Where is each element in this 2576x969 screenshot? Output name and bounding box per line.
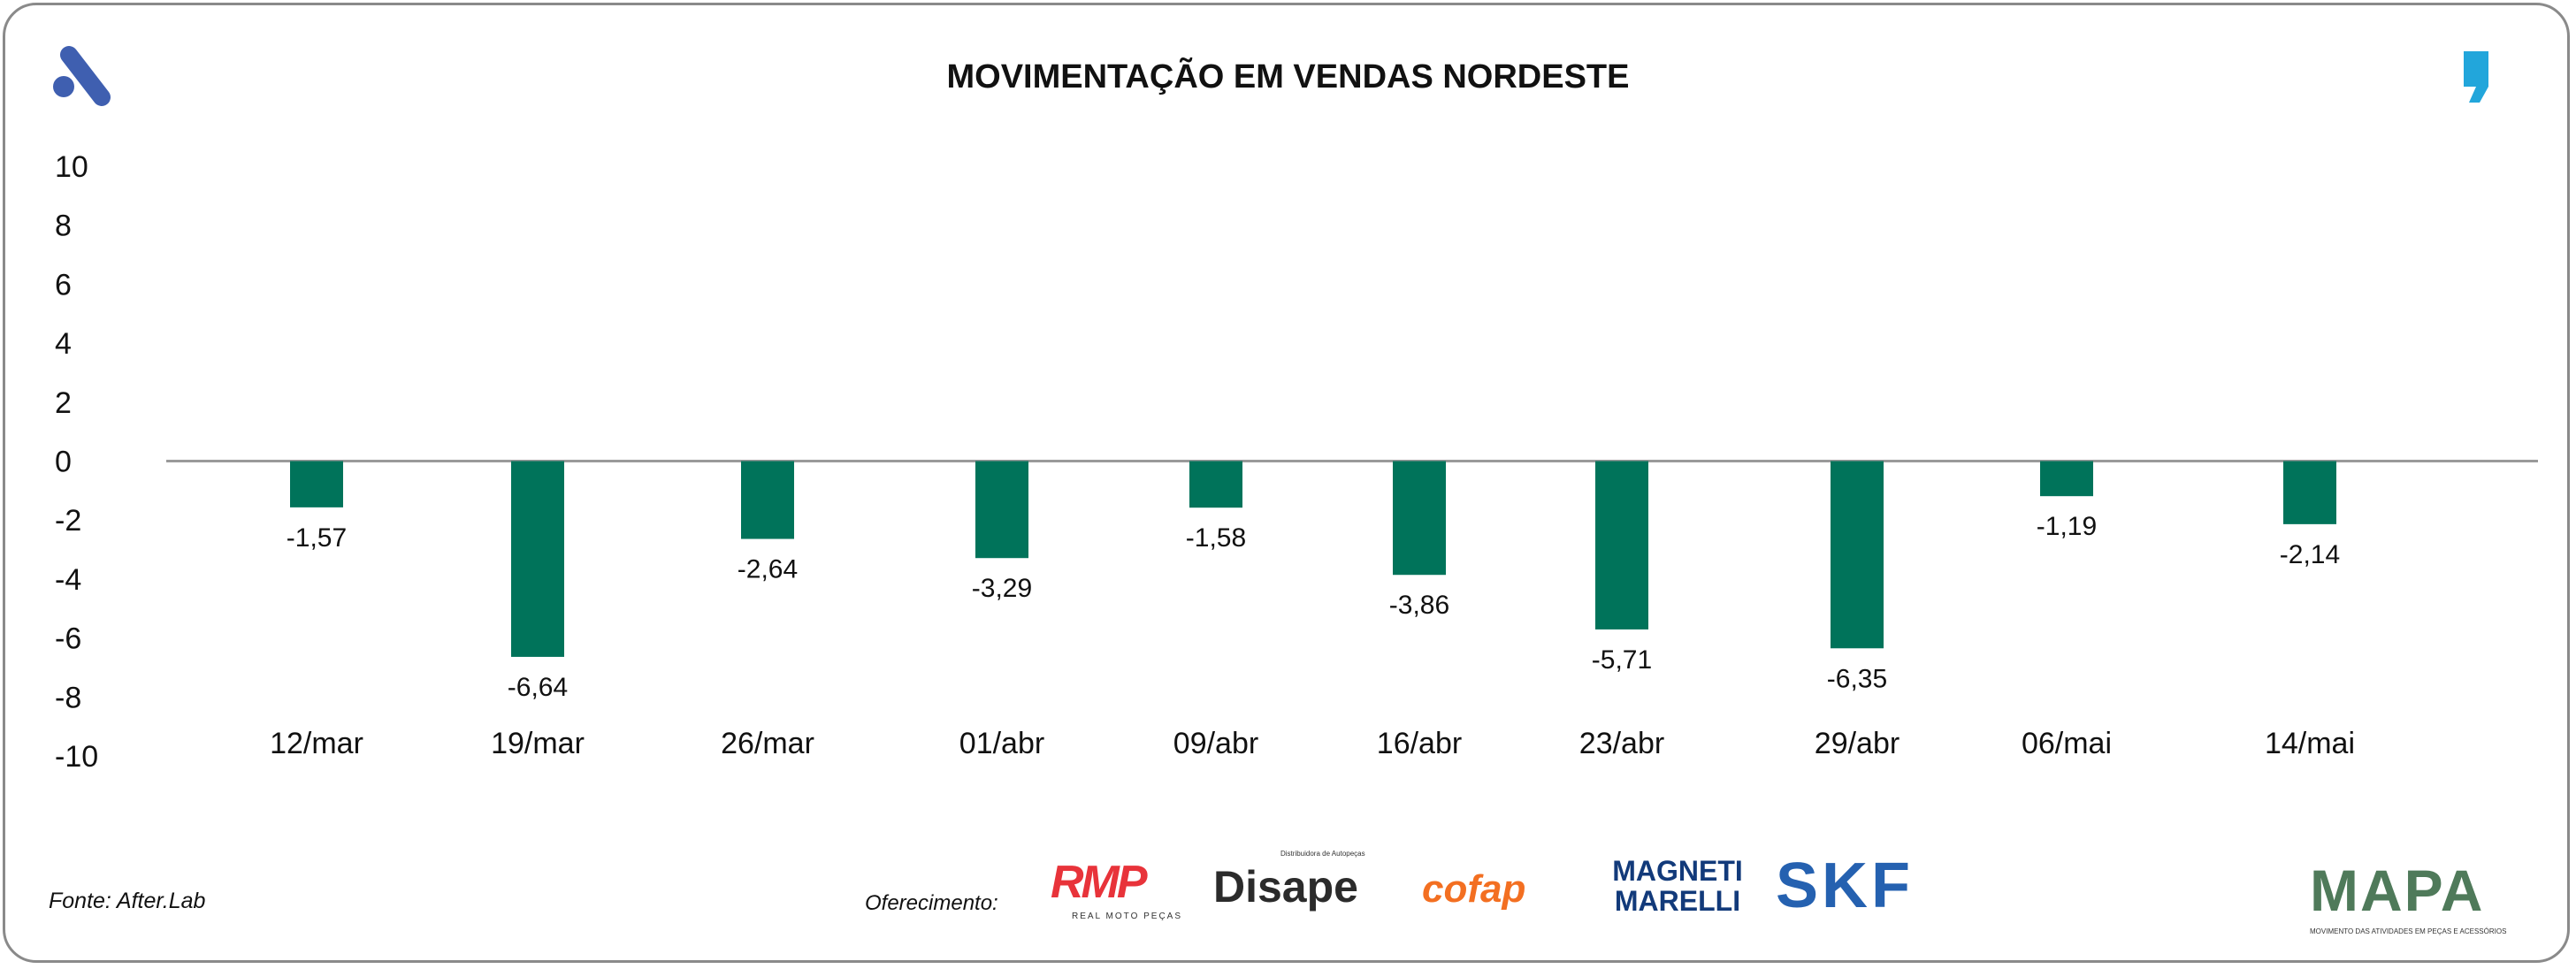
bar bbox=[1393, 461, 1446, 576]
data-label: -1,57 bbox=[287, 523, 347, 553]
bar bbox=[2040, 461, 2093, 497]
mapa-subtitle: MOVIMENTO DAS ATIVIDADES EM PEÇAS E ACES… bbox=[2310, 927, 2507, 935]
bar bbox=[1831, 461, 1884, 649]
mapa-logo: MAPA bbox=[2310, 858, 2485, 923]
chart-title: MOVIMENTAÇÃO EM VENDAS NORDESTE bbox=[946, 58, 1630, 95]
source-label: Fonte: After.Lab bbox=[49, 889, 206, 913]
disape-subtitle: Distribuidora de Autopeças bbox=[1280, 850, 1365, 858]
data-label: -1,58 bbox=[1186, 523, 1246, 553]
afterlab-logo-icon bbox=[53, 46, 111, 106]
y-tick-label: 2 bbox=[55, 386, 72, 420]
quote-logo-icon bbox=[2464, 51, 2488, 103]
data-label: -5,71 bbox=[1592, 645, 1652, 675]
bar bbox=[975, 461, 1028, 559]
x-tick-label: 14/mai bbox=[2265, 727, 2355, 760]
y-tick-label: -6 bbox=[55, 622, 81, 656]
data-label: -6,64 bbox=[508, 673, 568, 702]
data-label: -2,14 bbox=[2280, 540, 2340, 569]
disape-logo: Disape bbox=[1213, 862, 1358, 912]
skf-logo: SKF bbox=[1776, 851, 1914, 921]
y-tick-label: 8 bbox=[55, 210, 72, 243]
bar bbox=[511, 461, 564, 657]
cofap-logo: cofap bbox=[1422, 867, 1526, 911]
y-tick-label: -2 bbox=[55, 504, 81, 538]
x-tick-label: 26/mar bbox=[721, 727, 814, 760]
data-label: -3,29 bbox=[972, 574, 1032, 603]
rmp-subtitle: REAL MOTO PEÇAS bbox=[1072, 912, 1183, 921]
y-tick-label: 0 bbox=[55, 446, 72, 479]
data-label: -2,64 bbox=[738, 555, 798, 584]
x-tick-label: 09/abr bbox=[1173, 727, 1258, 760]
chart-frame bbox=[3, 3, 2570, 963]
x-tick-label: 06/mai bbox=[2022, 727, 2112, 760]
data-label: -3,86 bbox=[1389, 591, 1449, 620]
sponsor-label: Oferecimento: bbox=[865, 891, 998, 915]
y-tick-label: -4 bbox=[55, 563, 81, 597]
x-tick-label: 19/mar bbox=[491, 727, 585, 760]
x-tick-label: 23/abr bbox=[1579, 727, 1664, 760]
y-tick-label: 4 bbox=[55, 327, 72, 361]
x-tick-label: 12/mar bbox=[270, 727, 363, 760]
y-tick-label: -8 bbox=[55, 681, 81, 714]
bar bbox=[1189, 461, 1242, 508]
data-label: -6,35 bbox=[1827, 664, 1887, 693]
bar bbox=[290, 461, 343, 507]
bar bbox=[741, 461, 794, 539]
x-tick-label: 01/abr bbox=[959, 727, 1044, 760]
rmp-logo: RMP bbox=[1051, 857, 1148, 908]
bar bbox=[2283, 461, 2336, 524]
data-label: -1,19 bbox=[2037, 512, 2097, 541]
y-tick-label: -10 bbox=[55, 740, 98, 774]
y-tick-label: 10 bbox=[55, 150, 88, 184]
bar bbox=[1595, 461, 1648, 629]
y-tick-label: 6 bbox=[55, 268, 72, 301]
magneti-marelli-logo: MAGNETI MARELLI bbox=[1612, 855, 1743, 917]
x-tick-label: 29/abr bbox=[1815, 727, 1900, 760]
x-tick-label: 16/abr bbox=[1377, 727, 1462, 760]
